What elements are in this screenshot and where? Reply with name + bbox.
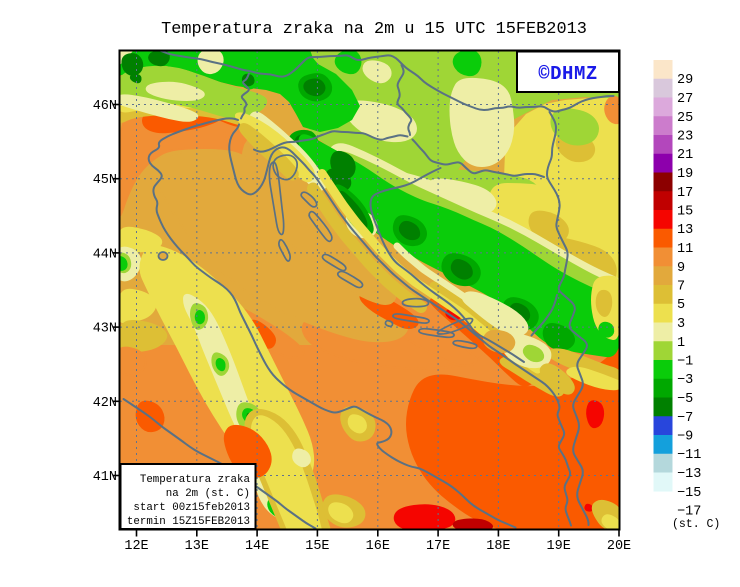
svg-text:na 2m (st. C): na 2m (st. C) — [166, 488, 250, 500]
svg-text:27: 27 — [677, 92, 693, 107]
svg-text:7: 7 — [677, 280, 685, 295]
svg-text:29: 29 — [677, 73, 693, 88]
svg-text:5: 5 — [677, 298, 685, 313]
svg-text:20E: 20E — [607, 539, 631, 554]
svg-text:3: 3 — [677, 317, 685, 332]
svg-text:21: 21 — [677, 148, 693, 163]
svg-text:41N: 41N — [93, 470, 117, 485]
svg-text:25: 25 — [677, 111, 693, 126]
svg-text:18E: 18E — [486, 539, 510, 554]
svg-text:43N: 43N — [93, 322, 117, 337]
svg-text:−1: −1 — [677, 355, 693, 370]
svg-text:17E: 17E — [426, 539, 450, 554]
svg-text:9: 9 — [677, 261, 685, 276]
svg-text:44N: 44N — [93, 247, 117, 262]
svg-text:Temperatura zraka na 2m u 15 U: Temperatura zraka na 2m u 15 UTC 15FEB20… — [161, 20, 587, 39]
svg-text:14E: 14E — [245, 539, 269, 554]
svg-text:12E: 12E — [124, 539, 148, 554]
svg-text:11: 11 — [677, 242, 693, 257]
svg-text:13E: 13E — [185, 539, 209, 554]
svg-text:45N: 45N — [93, 173, 117, 188]
svg-text:−5: −5 — [677, 392, 693, 407]
svg-text:−3: −3 — [677, 373, 693, 388]
svg-text:42N: 42N — [93, 396, 117, 411]
svg-text:(st. C): (st. C) — [672, 518, 720, 531]
svg-text:−9: −9 — [677, 430, 693, 445]
svg-text:start 00z15feb2013: start 00z15feb2013 — [133, 502, 250, 514]
svg-text:−13: −13 — [677, 467, 701, 482]
svg-text:−15: −15 — [677, 486, 701, 501]
svg-text:15E: 15E — [305, 539, 329, 554]
svg-text:−7: −7 — [677, 411, 693, 426]
svg-text:Temperatura zraka: Temperatura zraka — [140, 474, 251, 486]
svg-text:−17: −17 — [677, 505, 701, 520]
svg-text:16E: 16E — [366, 539, 390, 554]
svg-text:19E: 19E — [547, 539, 571, 554]
svg-text:23: 23 — [677, 130, 693, 145]
svg-text:−11: −11 — [677, 448, 701, 463]
svg-text:1: 1 — [677, 336, 685, 351]
svg-text:13: 13 — [677, 223, 693, 238]
svg-text:termin 15Z15FEB2013: termin 15Z15FEB2013 — [127, 516, 250, 528]
svg-text:15: 15 — [677, 205, 693, 220]
svg-text:19: 19 — [677, 167, 693, 182]
svg-text:17: 17 — [677, 186, 693, 201]
svg-text:46N: 46N — [93, 99, 117, 114]
svg-text:©DHMZ: ©DHMZ — [538, 63, 598, 85]
